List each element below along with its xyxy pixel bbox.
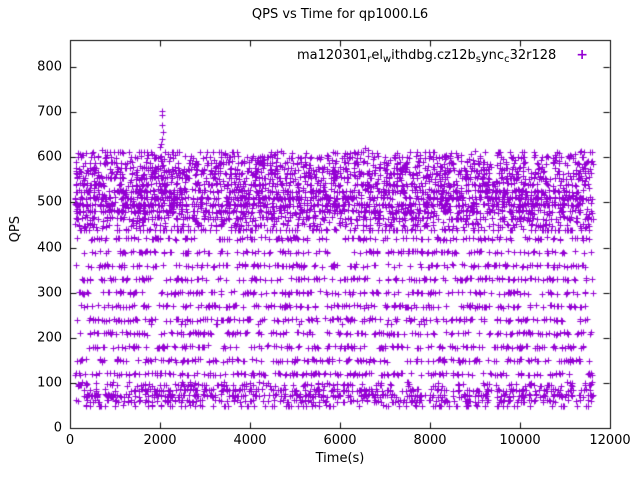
y-tick-label: 600 (37, 149, 62, 165)
legend: ma120301relwithdbg.cz12bsyncc32r128 + (296, 47, 588, 65)
x-tick-label: 4000 (233, 433, 267, 448)
x-tick-label: 10000 (499, 433, 541, 448)
legend-text-segment: ithdbg.cz12b (391, 48, 476, 63)
legend-series-label: ma120301relwithdbg.cz12bsyncc32r128 (296, 48, 557, 65)
legend-text-segment: r (367, 54, 372, 65)
x-tick-label: 12000 (589, 433, 631, 448)
y-tick-label: 0 (53, 420, 62, 436)
x-tick-label: 0 (65, 433, 75, 448)
y-tick-label: 400 (37, 240, 62, 256)
y-tick-label: 300 (37, 285, 62, 301)
x-tick-label: 8000 (413, 433, 447, 448)
legend-text-segment: ma120301 (296, 48, 368, 63)
y-tick-label: 700 (37, 104, 62, 120)
y-tick-label: 800 (37, 59, 62, 75)
chart-title: QPS vs Time for qp1000.L6 (251, 7, 429, 22)
x-axis-label: Time(s) (315, 451, 365, 466)
x-tick-label: 6000 (323, 433, 357, 448)
legend-text-segment: el (371, 48, 383, 63)
legend-text-segment: ync (480, 48, 505, 63)
legend-plus-marker-icon: + (576, 47, 588, 63)
legend-text-segment: c (504, 54, 510, 65)
legend-text-segment: 32r128 (509, 48, 557, 63)
y-axis-label: QPS (8, 216, 23, 243)
y-tick-label: 500 (37, 194, 62, 210)
y-tick-label: 100 (37, 375, 62, 391)
x-tick-label: 2000 (143, 433, 177, 448)
legend-text-segment: w (382, 54, 392, 65)
y-tick-label: 200 (37, 330, 62, 346)
legend-text-segment: s (475, 54, 481, 65)
